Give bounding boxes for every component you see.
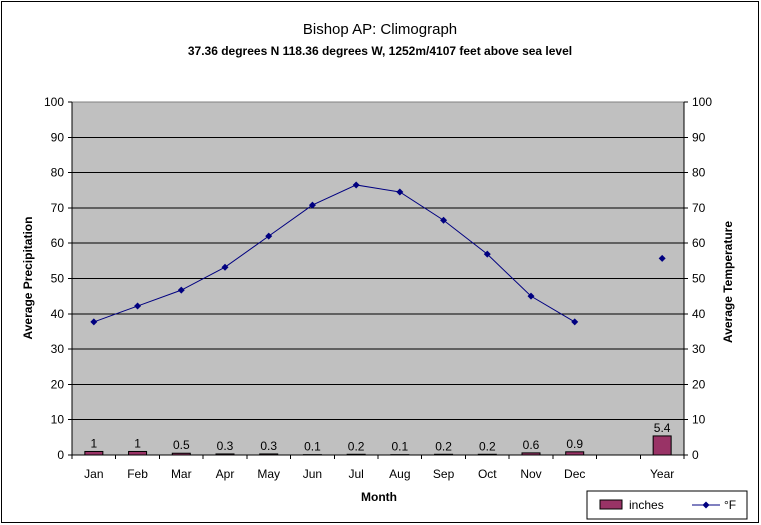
right-tick-label: 100 xyxy=(692,95,712,109)
precip-data-label: 1 xyxy=(91,436,98,450)
x-tick-label: Nov xyxy=(520,467,541,481)
precip-data-label: 0.6 xyxy=(523,438,540,452)
temperature-point xyxy=(221,263,229,271)
right-tick-label: 30 xyxy=(692,342,706,356)
left-tick-label: 80 xyxy=(51,166,65,180)
precip-data-label: 0.9 xyxy=(566,437,583,451)
right-tick-label: 80 xyxy=(692,166,706,180)
precip-data-label: 0.5 xyxy=(173,438,190,452)
right-tick-label: 20 xyxy=(692,377,706,391)
precip-data-label: 0.1 xyxy=(392,440,409,454)
x-tick-label: Apr xyxy=(216,467,235,481)
legend: inches °F xyxy=(586,490,748,520)
left-tick-label: 10 xyxy=(51,413,65,427)
temperature-point xyxy=(658,254,666,262)
left-tick-label: 90 xyxy=(51,130,65,144)
precip-data-label: 0.2 xyxy=(348,439,365,453)
x-tick-label: Jan xyxy=(84,467,103,481)
legend-inches-label: inches xyxy=(629,498,664,512)
right-tick-label: 90 xyxy=(692,130,706,144)
chart-subtitle: 37.36 degrees N 118.36 degrees W, 1252m/… xyxy=(188,44,572,58)
x-tick-label: Mar xyxy=(171,467,192,481)
x-tick-label: Oct xyxy=(478,467,497,481)
precip-bar xyxy=(171,452,191,456)
right-tick-label: 0 xyxy=(692,448,699,462)
temperature-point xyxy=(177,286,185,294)
x-tick-label: Jun xyxy=(303,467,322,481)
x-tick-label: May xyxy=(257,467,280,481)
precip-bar xyxy=(565,451,585,456)
precip-data-label: 1 xyxy=(134,436,141,450)
precip-data-label: 5.4 xyxy=(654,421,671,435)
x-axis-title: Month xyxy=(361,490,397,504)
precip-data-label: 0.2 xyxy=(479,439,496,453)
precip-bar xyxy=(477,453,497,456)
right-axis-title: Average Temperature xyxy=(721,221,735,343)
right-tick-label: 60 xyxy=(692,236,706,250)
left-tick-label: 20 xyxy=(51,377,65,391)
right-tick-label: 40 xyxy=(692,307,706,321)
precip-bar xyxy=(346,453,366,456)
x-tick-label: Sep xyxy=(433,467,455,481)
precip-bar xyxy=(521,452,541,456)
left-tick-label: 30 xyxy=(51,342,65,356)
left-axis-title: Average Precipitation xyxy=(21,217,35,340)
precip-bar xyxy=(215,453,235,456)
precip-bar xyxy=(652,435,672,456)
left-tick-label: 100 xyxy=(44,95,64,109)
precip-bar xyxy=(84,450,104,456)
temperature-line xyxy=(93,184,575,323)
temperature-point xyxy=(483,250,491,258)
legend-inches-swatch xyxy=(599,499,623,510)
x-tick-label: Feb xyxy=(127,467,148,481)
x-tick-label: Aug xyxy=(389,467,410,481)
temperature-point xyxy=(90,318,98,326)
left-tick-label: 70 xyxy=(51,201,65,215)
right-tick-label: 50 xyxy=(692,272,706,286)
temperature-point xyxy=(527,292,535,300)
precip-bar xyxy=(128,450,148,456)
right-tick-label: 10 xyxy=(692,413,706,427)
x-tick-label: Year xyxy=(650,467,674,481)
temperature-point xyxy=(134,302,142,310)
precip-data-label: 0.3 xyxy=(260,439,277,453)
left-tick-label: 0 xyxy=(57,448,64,462)
legend-temp-label: °F xyxy=(724,498,736,512)
precip-data-label: 0.3 xyxy=(217,439,234,453)
precip-data-label: 0.1 xyxy=(304,440,321,454)
temperature-point xyxy=(308,201,316,209)
temperature-point xyxy=(396,188,404,196)
right-tick-label: 70 xyxy=(692,201,706,215)
precip-data-label: 0.2 xyxy=(435,439,452,453)
legend-temp-marker xyxy=(702,501,710,509)
precip-bar xyxy=(259,453,279,456)
left-tick-label: 50 xyxy=(51,272,65,286)
x-tick-label: Dec xyxy=(564,467,585,481)
left-tick-label: 40 xyxy=(51,307,65,321)
precip-bar xyxy=(434,453,454,456)
x-tick-label: Jul xyxy=(348,467,363,481)
temperature-point xyxy=(352,181,360,189)
temperature-point xyxy=(440,216,448,224)
temperature-point xyxy=(571,318,579,326)
temperature-point xyxy=(265,232,273,240)
chart-title: Bishop AP: Climograph xyxy=(303,21,457,38)
left-tick-label: 60 xyxy=(51,236,65,250)
